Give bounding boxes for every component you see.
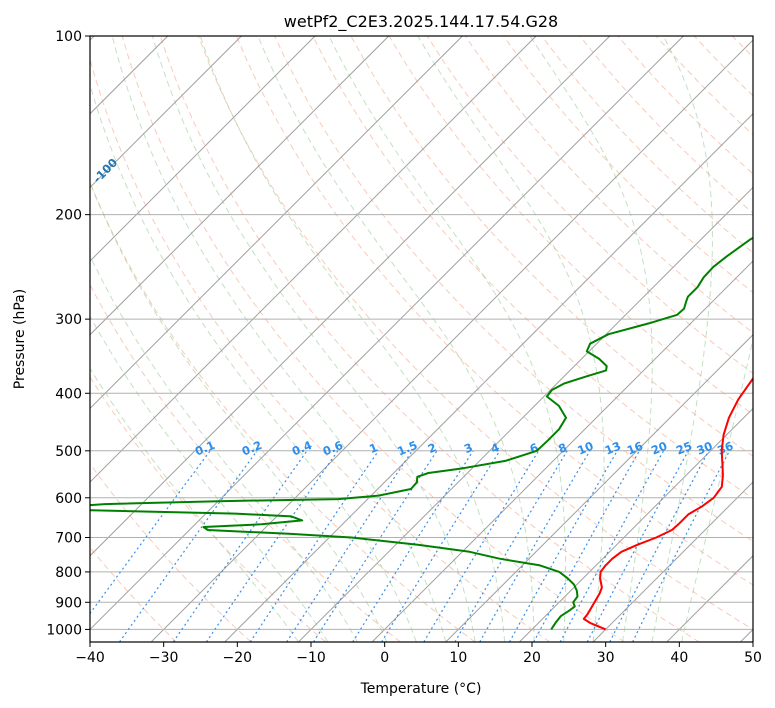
plot-frame (89, 35, 754, 643)
mixing-ratio-line (381, 450, 501, 642)
isotherm-line (90, 36, 242, 189)
moist-adiabat (90, 254, 358, 642)
dry-adiabat (274, 36, 753, 542)
isotherm-line (224, 113, 753, 642)
mixing-ratio-line (586, 450, 689, 642)
y-tick-label: 100 (55, 29, 82, 45)
x-tick-label: 50 (744, 650, 762, 666)
isotherm-line (592, 481, 753, 642)
moist-adiabat (257, 36, 535, 642)
x-tick-label: 20 (523, 650, 541, 666)
isotherm-line (90, 36, 463, 410)
mixing-ratio-line (559, 450, 665, 642)
profile-series (90, 236, 753, 631)
x-tick-label: 30 (597, 650, 615, 666)
isotherm-line (90, 36, 316, 262)
y-axis-title: Pressure (hPa) (12, 289, 28, 389)
x-tick-label: −30 (149, 650, 179, 666)
y-tick-label: 900 (55, 595, 82, 611)
moist-adiabat (90, 315, 329, 642)
moist-adiabat (651, 36, 713, 642)
mixing-ratio-label: 30 (694, 439, 714, 458)
moist-adiabat (90, 181, 388, 642)
mixing-ratio-line (454, 450, 568, 642)
mixing-ratio-line (609, 450, 710, 642)
x-tick-label: 0 (380, 650, 389, 666)
y-tick-label: 700 (55, 531, 82, 547)
mixing-ratio-label: 25 (674, 439, 694, 458)
mixing-ratio-label: 10 (575, 439, 595, 458)
isotherm-line (445, 334, 753, 642)
dry-adiabat (236, 36, 753, 586)
isotherm-line (298, 186, 753, 642)
x-tick-label: 10 (449, 650, 467, 666)
mixing-ratio-line (423, 450, 540, 642)
y-tick-label: 500 (55, 444, 82, 460)
moist-adiabat (199, 36, 506, 642)
dry-adiabat (159, 36, 700, 642)
mixing-ratio-line (119, 450, 258, 642)
x-tick-label: 40 (670, 650, 688, 666)
background-lines (90, 36, 753, 642)
moist-adiabat (151, 36, 476, 642)
dry-adiabat (312, 36, 753, 499)
mixing-ratio-label: 16 (625, 439, 645, 458)
x-tick-label: −20 (223, 650, 253, 666)
temperature-profile (582, 376, 753, 631)
isotherm-line (519, 407, 753, 642)
isotherm-line (90, 36, 537, 483)
moist-adiabat (111, 36, 447, 642)
mixing-ratio-line (508, 450, 618, 642)
isotherm-line (90, 36, 684, 631)
x-axis-title: Temperature (°C) (360, 681, 482, 697)
isotherm-line (371, 260, 753, 642)
y-tick-label: 200 (55, 208, 82, 224)
mixing-ratio-line (312, 450, 438, 642)
y-tick-label: 600 (55, 491, 82, 507)
y-axis: 100 200 300 400 500 600 700 800 900 1000 (46, 29, 90, 638)
mixing-ratio-label: 20 (649, 439, 669, 458)
dry-adiabat (197, 36, 753, 630)
mixing-ratio-label: 36 (715, 439, 735, 458)
chart-title: wetPf2_C2E3.2025.144.17.54.G28 (284, 12, 558, 32)
isotherm-line (90, 36, 611, 557)
moist-adiabat (90, 82, 417, 642)
isotherm-line (90, 36, 390, 336)
mixing-ratio-line (479, 450, 591, 642)
x-tick-label: −40 (75, 650, 105, 666)
mixing-ratio-label: 13 (603, 439, 623, 458)
dewpoint-profile (90, 236, 753, 630)
moist-adiabat (417, 36, 605, 642)
mixing-ratio-line (90, 450, 211, 615)
isotherm-line (150, 39, 753, 642)
x-axis: −40 −30 −20 −10 0 10 20 30 40 50 (75, 642, 762, 666)
moist-adiabat (328, 36, 567, 642)
background-labels: 0.10.20.40.611.52346810131620253036-100-… (90, 155, 735, 458)
y-tick-label: 400 (55, 386, 82, 402)
y-tick-label: 1000 (46, 622, 82, 638)
mixing-ratio-line (533, 450, 640, 642)
moist-adiabat (529, 36, 653, 642)
dry-adiabat (464, 36, 753, 334)
dry-adiabat (503, 36, 753, 294)
dry-adiabat (90, 57, 551, 642)
mixing-ratio-line (172, 450, 308, 642)
y-tick-label: 800 (55, 565, 82, 581)
x-tick-label: −10 (296, 650, 326, 666)
dry-adiabat (90, 462, 252, 642)
moist-adiabat (681, 337, 753, 642)
mixing-ratio-line (632, 450, 731, 642)
y-tick-label: 300 (55, 312, 82, 328)
